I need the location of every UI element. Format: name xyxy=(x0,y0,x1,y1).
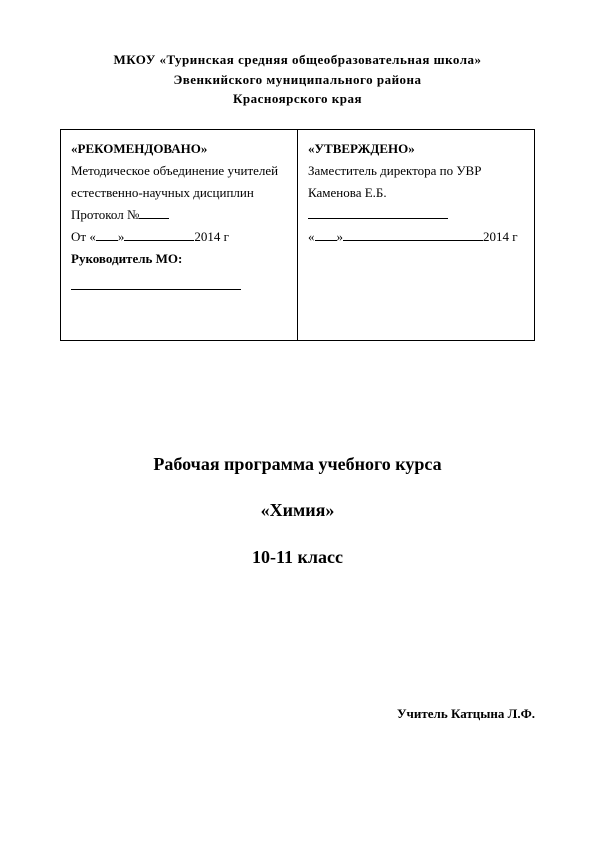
title-line-1: Рабочая программа учебного курса xyxy=(60,441,535,488)
date-month-blank-right xyxy=(343,229,483,241)
approved-title: «УТВЕРЖДЕНО» xyxy=(308,138,524,160)
name-line-right: Каменова Е.Б. xyxy=(308,182,524,226)
protocol-prefix: Протокол № xyxy=(71,207,139,222)
header-line-1: МКОУ «Туринская средняя общеобразователь… xyxy=(60,50,535,70)
title-line-3: 10-11 класс xyxy=(60,534,535,581)
main-title-block: Рабочая программа учебного курса «Химия»… xyxy=(60,441,535,581)
document-header: МКОУ «Туринская средняя общеобразователь… xyxy=(60,50,535,109)
header-line-2: Эвенкийского муниципального района xyxy=(60,70,535,90)
approved-line-2: Заместитель директора по УВР xyxy=(308,160,524,182)
date-prefix-left: От « xyxy=(71,229,96,244)
date-day-blank-right xyxy=(315,229,337,241)
teacher-label: Учитель Катцына Л.Ф. xyxy=(397,706,535,722)
recommended-line-3: естественно-научных дисциплин xyxy=(71,182,287,204)
date-month-blank-left xyxy=(124,229,194,241)
approval-left-cell: «РЕКОМЕНДОВАНО» Методическое объединение… xyxy=(61,130,298,340)
protocol-line: Протокол № xyxy=(71,204,287,226)
leader-signature-blank xyxy=(71,274,241,290)
approval-right-cell: «УТВЕРЖДЕНО» Заместитель директора по УВ… xyxy=(298,130,534,340)
title-line-2: «Химия» xyxy=(60,487,535,534)
protocol-number-blank xyxy=(139,207,169,219)
recommended-title: «РЕКОМЕНДОВАНО» xyxy=(71,138,287,160)
date-suffix-left: 2014 г xyxy=(194,229,229,244)
approved-name: Каменова Е.Б. xyxy=(308,185,387,200)
approval-table: «РЕКОМЕНДОВАНО» Методическое объединение… xyxy=(60,129,535,341)
date-suffix-right: 2014 г xyxy=(483,229,518,244)
date-day-blank-left xyxy=(96,229,118,241)
date-line-left: От «»2014 г xyxy=(71,226,287,248)
header-line-3: Красноярского края xyxy=(60,89,535,109)
leader-label: Руководитель МО: xyxy=(71,248,287,270)
approved-signature-blank xyxy=(308,207,448,219)
date-line-right: «»2014 г xyxy=(308,226,524,248)
recommended-line-2: Методическое объединение учителей xyxy=(71,160,287,182)
